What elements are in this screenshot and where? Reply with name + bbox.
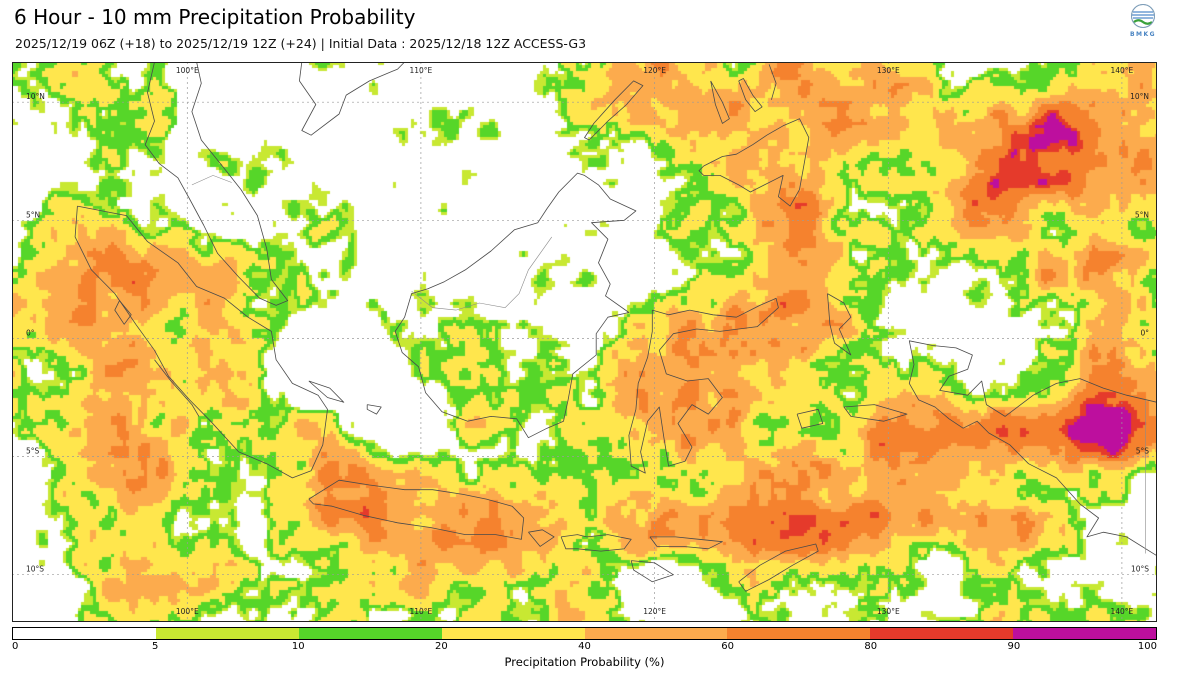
- legend-tick-label: 5: [151, 641, 159, 652]
- svg-text:110°E: 110°E: [409, 66, 432, 75]
- svg-text:130°E: 130°E: [877, 607, 900, 616]
- legend-color-segment: [155, 628, 299, 639]
- legend-title: Precipitation Probability (%): [504, 655, 665, 669]
- svg-text:0°: 0°: [26, 329, 35, 338]
- legend: 0 5 10 20 40 60 80 90 100 Precipitation Probabil…: [12, 627, 1157, 669]
- svg-text:120°E: 120°E: [643, 66, 666, 75]
- svg-text:5°N: 5°N: [26, 210, 40, 219]
- legend-colorbar: [12, 627, 1157, 640]
- legend-tick-label: 40: [578, 641, 591, 652]
- legend-tick-labels: 0 5 10 20 40 60 80 90 100: [12, 640, 1157, 654]
- legend-tick-label: 10: [291, 641, 305, 652]
- svg-text:5°S: 5°S: [26, 447, 40, 456]
- legend-tick-label: 100: [1137, 641, 1157, 652]
- legend-color-segment: [584, 628, 728, 639]
- svg-text:10°N: 10°N: [1130, 92, 1149, 101]
- legend-color-segment: [1013, 628, 1156, 639]
- forecast-period-subtitle: 2025/12/19 06Z (+18) to 2025/12/19 12Z (…: [15, 36, 587, 51]
- legend-tick-label: 20: [435, 641, 448, 652]
- svg-text:120°E: 120°E: [643, 607, 666, 616]
- page-title: 6 Hour - 10 mm Precipitation Probability: [14, 5, 416, 29]
- svg-text:140°E: 140°E: [1110, 66, 1133, 75]
- svg-text:130°E: 130°E: [877, 66, 900, 75]
- svg-text:10°N: 10°N: [26, 92, 45, 101]
- legend-tick-label: 80: [864, 641, 878, 652]
- bmkg-logo-globe-icon: [1131, 4, 1155, 28]
- legend-color-segment: [298, 628, 442, 639]
- legend-tick-label: 60: [721, 641, 734, 652]
- legend-tick-label: 0: [12, 641, 19, 652]
- svg-text:100°E: 100°E: [176, 66, 199, 75]
- precipitation-probability-map: 100°E 100°E 110°E 110°E 120°E 120°E 130°E 130°E…: [12, 62, 1157, 622]
- bmkg-logo: BMKG: [1122, 3, 1164, 38]
- svg-text:10°S: 10°S: [1131, 565, 1149, 574]
- svg-text:100°E: 100°E: [176, 607, 199, 616]
- legend-tick-label: 90: [1007, 641, 1021, 652]
- legend-color-segment: [727, 628, 871, 639]
- bmkg-logo-text: BMKG: [1129, 31, 1157, 38]
- map-overlay-coastlines-grid: 100°E 100°E 110°E 110°E 120°E 120°E 130°E 130°E…: [12, 62, 1157, 622]
- svg-text:5°N: 5°N: [1135, 210, 1149, 219]
- legend-color-segment: [870, 628, 1014, 639]
- svg-text:0°: 0°: [1140, 329, 1149, 338]
- svg-text:140°E: 140°E: [1110, 607, 1133, 616]
- svg-text:5°S: 5°S: [1136, 447, 1150, 456]
- svg-text:110°E: 110°E: [409, 607, 432, 616]
- legend-color-segment: [13, 628, 156, 639]
- precipitation-field-canvas: [12, 62, 1157, 622]
- svg-text:10°S: 10°S: [26, 565, 44, 574]
- legend-color-segment: [441, 628, 585, 639]
